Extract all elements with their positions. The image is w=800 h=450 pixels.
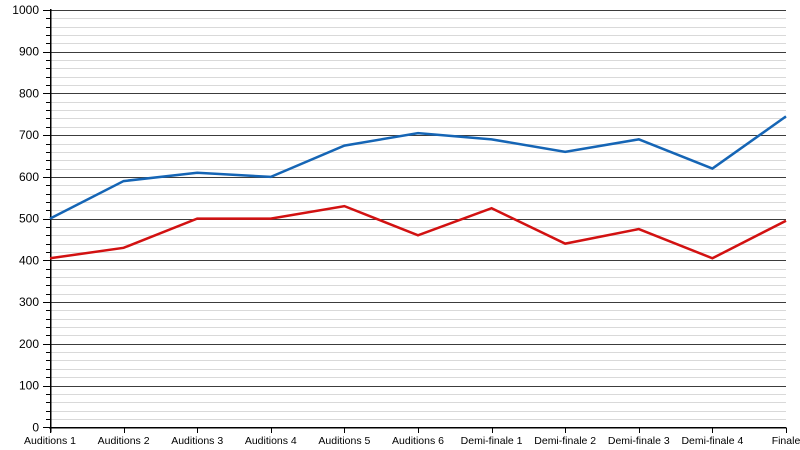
y-tick-label: 400 — [19, 253, 39, 267]
x-category-label: Demi-finale 2 — [534, 435, 596, 447]
x-category-label: Auditions 2 — [98, 435, 150, 447]
series-line-series-2-red — [49, 204, 787, 260]
x-category-label: Auditions 6 — [392, 435, 444, 447]
x-category-label: Demi-finale 3 — [608, 435, 670, 447]
y-tick-label: 100 — [19, 379, 39, 393]
x-category-label: Auditions 3 — [171, 435, 223, 447]
x-category-label: Demi-finale 1 — [461, 435, 523, 447]
x-category-label: Auditions 1 — [24, 435, 76, 447]
y-tick-label: 800 — [19, 86, 39, 100]
y-tick-label: 600 — [19, 170, 39, 184]
y-tick-label: 900 — [19, 45, 39, 59]
y-tick-label: 0 — [32, 420, 39, 434]
y-tick-label: 200 — [19, 337, 39, 351]
y-tick-label: 500 — [19, 212, 39, 226]
x-category-label: Auditions 5 — [318, 435, 370, 447]
x-category-label: Demi-finale 4 — [681, 435, 743, 447]
y-tick-label: 700 — [19, 128, 39, 142]
y-tick-label: 300 — [19, 295, 39, 309]
x-category-label: Auditions 4 — [245, 435, 297, 447]
y-tick-label: 1000 — [12, 3, 39, 17]
series-line-series-1-blue — [49, 115, 787, 220]
x-category-label: Finale — [772, 435, 800, 447]
